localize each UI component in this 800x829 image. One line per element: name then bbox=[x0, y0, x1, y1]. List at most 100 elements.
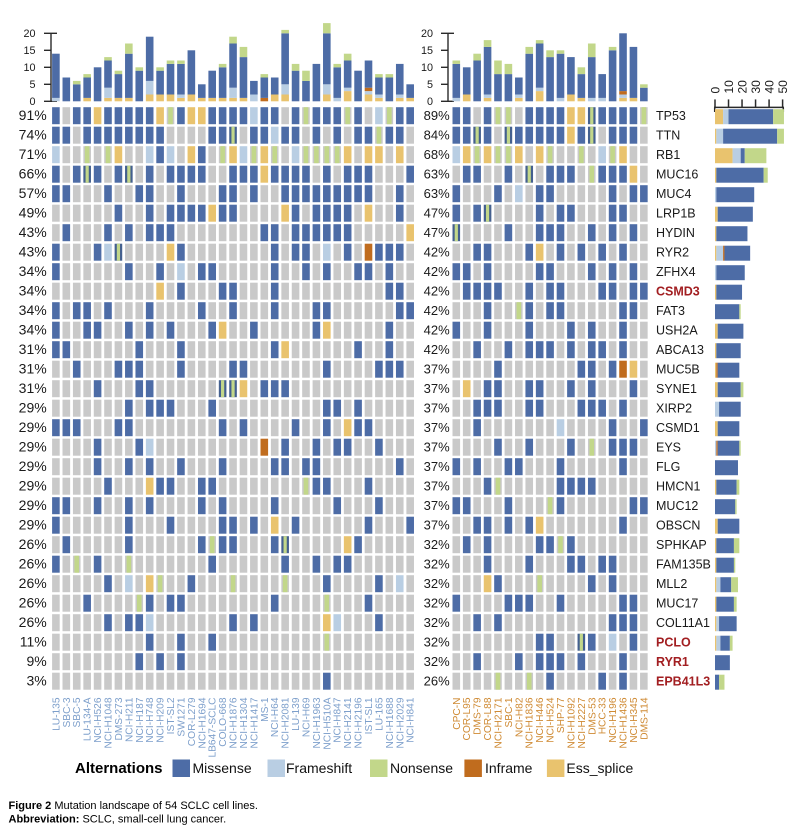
svg-text:NCI-H1436: NCI-H1436 bbox=[619, 697, 630, 748]
svg-text:47%: 47% bbox=[424, 225, 450, 240]
svg-text:37%: 37% bbox=[424, 498, 450, 513]
svg-text:FAM135B: FAM135B bbox=[656, 558, 711, 572]
svg-text:Ess_splice: Ess_splice bbox=[566, 760, 633, 776]
svg-text:29%: 29% bbox=[19, 439, 47, 455]
svg-text:37%: 37% bbox=[424, 440, 450, 455]
svg-text:Figure 2 Mutation landscape of: Figure 2 Mutation landscape of 54 SCLC c… bbox=[9, 800, 258, 812]
svg-text:COL11A1: COL11A1 bbox=[656, 616, 710, 630]
svg-text:MUC17: MUC17 bbox=[656, 597, 698, 611]
svg-text:NCI-H69: NCI-H69 bbox=[301, 697, 312, 737]
svg-text:NCI-H2081: NCI-H2081 bbox=[281, 697, 292, 748]
svg-text:71%: 71% bbox=[19, 146, 47, 162]
svg-text:SYNE1: SYNE1 bbox=[656, 382, 697, 396]
svg-text:NCI-H2196: NCI-H2196 bbox=[354, 697, 365, 748]
svg-text:32%: 32% bbox=[424, 635, 450, 650]
svg-text:20: 20 bbox=[735, 80, 749, 94]
svg-text:DMS-79: DMS-79 bbox=[473, 697, 484, 735]
svg-text:NCI-H1836: NCI-H1836 bbox=[525, 697, 536, 748]
svg-text:Missense: Missense bbox=[193, 760, 252, 776]
svg-text:LRP1B: LRP1B bbox=[656, 207, 696, 221]
svg-text:MLL2: MLL2 bbox=[656, 577, 687, 591]
svg-text:5: 5 bbox=[29, 79, 35, 91]
svg-text:HMCN1: HMCN1 bbox=[656, 480, 700, 494]
svg-text:SPHKAP: SPHKAP bbox=[656, 538, 707, 552]
svg-text:ZFHX4: ZFHX4 bbox=[656, 265, 696, 279]
svg-text:CSMD3: CSMD3 bbox=[656, 285, 700, 299]
svg-text:NCI-H1963: NCI-H1963 bbox=[312, 697, 323, 748]
svg-text:37%: 37% bbox=[424, 362, 450, 377]
svg-text:NCI-H345: NCI-H345 bbox=[629, 697, 640, 743]
svg-text:31%: 31% bbox=[19, 380, 47, 396]
svg-text:NCI-H82: NCI-H82 bbox=[514, 697, 525, 737]
svg-text:89%: 89% bbox=[424, 108, 450, 123]
svg-text:32%: 32% bbox=[424, 654, 450, 669]
svg-text:10: 10 bbox=[421, 62, 433, 74]
svg-text:NCI-H196: NCI-H196 bbox=[608, 697, 619, 743]
svg-text:NCI-H2171: NCI-H2171 bbox=[493, 697, 504, 748]
svg-text:26%: 26% bbox=[19, 614, 47, 630]
svg-text:DMS-114: DMS-114 bbox=[639, 697, 650, 740]
svg-text:42%: 42% bbox=[424, 323, 450, 338]
svg-text:FAT3: FAT3 bbox=[656, 304, 685, 318]
svg-text:32%: 32% bbox=[424, 557, 450, 572]
svg-text:NCI-H841: NCI-H841 bbox=[406, 697, 417, 743]
svg-text:49%: 49% bbox=[19, 205, 47, 221]
svg-text:LU-135: LU-135 bbox=[51, 697, 62, 731]
svg-text:29%: 29% bbox=[19, 419, 47, 435]
svg-text:CPC-N: CPC-N bbox=[452, 698, 463, 730]
svg-text:COR-L95: COR-L95 bbox=[462, 697, 473, 740]
svg-text:32%: 32% bbox=[424, 576, 450, 591]
svg-text:NCI-H1092: NCI-H1092 bbox=[566, 697, 577, 748]
svg-text:26%: 26% bbox=[424, 674, 450, 689]
svg-text:RB1: RB1 bbox=[656, 148, 680, 162]
svg-text:34%: 34% bbox=[19, 302, 47, 318]
svg-text:20: 20 bbox=[23, 28, 35, 40]
svg-text:NCI-H524: NCI-H524 bbox=[546, 697, 557, 743]
svg-text:37%: 37% bbox=[424, 479, 450, 494]
svg-text:TTN: TTN bbox=[656, 129, 680, 143]
svg-text:10: 10 bbox=[23, 62, 35, 74]
svg-text:26%: 26% bbox=[19, 595, 47, 611]
svg-text:MUC4: MUC4 bbox=[656, 187, 691, 201]
svg-text:42%: 42% bbox=[424, 284, 450, 299]
svg-text:FLG: FLG bbox=[656, 460, 680, 474]
svg-text:NCI-H1876: NCI-H1876 bbox=[229, 697, 240, 748]
svg-text:NCI-H2141: NCI-H2141 bbox=[343, 697, 354, 748]
svg-text:EYS: EYS bbox=[656, 441, 681, 455]
svg-text:37%: 37% bbox=[424, 381, 450, 396]
svg-text:SBC-5: SBC-5 bbox=[72, 697, 83, 727]
svg-text:26%: 26% bbox=[19, 575, 47, 591]
svg-text:IST-SL2: IST-SL2 bbox=[166, 697, 177, 734]
svg-text:42%: 42% bbox=[424, 264, 450, 279]
svg-text:34%: 34% bbox=[19, 322, 47, 338]
svg-text:32%: 32% bbox=[424, 596, 450, 611]
svg-text:SBC-3: SBC-3 bbox=[62, 697, 73, 727]
svg-text:29%: 29% bbox=[19, 517, 47, 533]
svg-text:HCC-33: HCC-33 bbox=[598, 697, 609, 734]
svg-text:NCI-H64: NCI-H64 bbox=[270, 697, 281, 737]
svg-text:31%: 31% bbox=[19, 361, 47, 377]
svg-text:USH2A: USH2A bbox=[656, 324, 698, 338]
svg-text:SW1271: SW1271 bbox=[176, 697, 187, 736]
svg-text:XIRP2: XIRP2 bbox=[656, 402, 692, 416]
svg-text:ABCA13: ABCA13 bbox=[656, 343, 704, 357]
svg-text:5: 5 bbox=[427, 79, 433, 91]
svg-text:LU-134-A: LU-134-A bbox=[83, 697, 94, 741]
svg-text:40: 40 bbox=[762, 80, 776, 94]
svg-text:42%: 42% bbox=[424, 342, 450, 357]
svg-text:32%: 32% bbox=[424, 537, 450, 552]
svg-text:63%: 63% bbox=[424, 167, 450, 182]
svg-text:HYDIN: HYDIN bbox=[656, 226, 695, 240]
svg-text:NCI-H2227: NCI-H2227 bbox=[577, 697, 588, 748]
svg-text:IST-SL1: IST-SL1 bbox=[364, 697, 375, 734]
svg-text:COR-L88: COR-L88 bbox=[483, 697, 494, 740]
svg-text:0: 0 bbox=[29, 96, 35, 108]
svg-text:34%: 34% bbox=[19, 263, 47, 279]
svg-text:26%: 26% bbox=[19, 536, 47, 552]
svg-text:30: 30 bbox=[749, 80, 763, 94]
svg-text:NCI-H1048: NCI-H1048 bbox=[104, 697, 115, 748]
svg-text:74%: 74% bbox=[19, 127, 47, 143]
svg-text:29%: 29% bbox=[19, 497, 47, 513]
svg-text:PCLO: PCLO bbox=[656, 636, 691, 650]
svg-text:43%: 43% bbox=[19, 244, 47, 260]
